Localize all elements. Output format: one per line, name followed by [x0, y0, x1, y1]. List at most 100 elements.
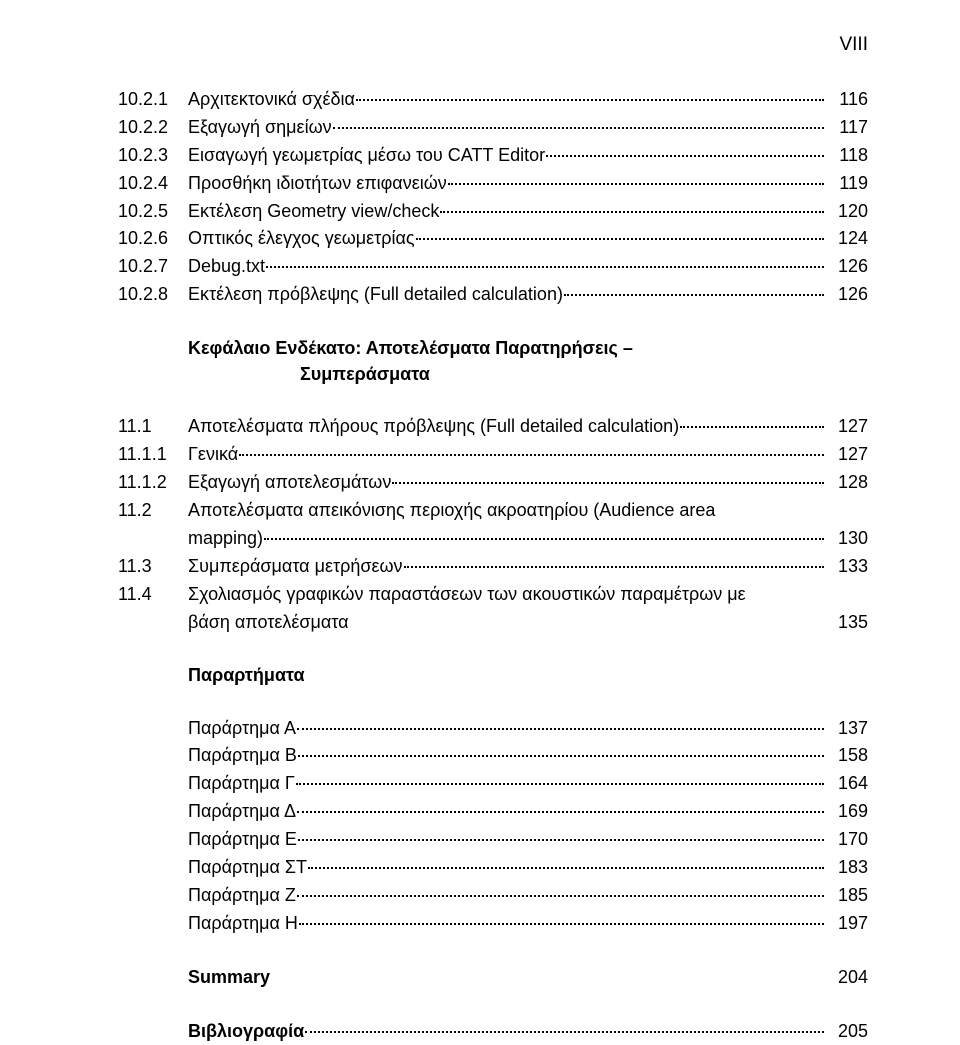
toc-label: Παράρτημα Α	[188, 715, 296, 743]
toc-row: 10.2.2 Εξαγωγή σημείων 117	[118, 114, 868, 142]
toc-label-cont: mapping)	[188, 525, 263, 553]
toc-number: 10.2.2	[118, 114, 188, 142]
toc-row: 10.2.8 Εκτέλεση πρόβλεψης (Full detailed…	[118, 281, 868, 309]
toc-page: 127	[828, 441, 868, 469]
toc-page: 158	[828, 742, 868, 770]
toc-number: 11.2	[118, 497, 188, 525]
toc-row: 10.2.1 Αρχιτεκτονικά σχέδια 116	[118, 86, 868, 114]
toc-label: Παράρτημα Η	[188, 910, 298, 938]
toc-number: 10.2.6	[118, 225, 188, 253]
leader-dots-light	[350, 623, 824, 624]
toc-label: Προσθήκη ιδιοτήτων επιφανειών	[188, 170, 447, 198]
leader-dots	[266, 266, 824, 268]
toc-number: 10.2.3	[118, 142, 188, 170]
toc-row: 10.2.6 Οπτικός έλεγχος γεωμετρίας 124	[118, 225, 868, 253]
toc-row: 11.1 Αποτελέσματα πλήρους πρόβλεψης (Ful…	[118, 413, 868, 441]
leader-dots	[296, 783, 824, 785]
toc-number: 11.1	[118, 413, 188, 441]
toc-row: Παράρτημα Ζ 185	[118, 882, 868, 910]
leader-dots	[297, 811, 824, 813]
leader-dots-light	[271, 978, 824, 979]
toc-label: Εκτέλεση Geometry view/check	[188, 198, 439, 226]
page-number-header: VIII	[118, 34, 868, 56]
leader-dots	[297, 728, 824, 730]
toc-number: 10.2.7	[118, 253, 188, 281]
toc-row-cont: βάση αποτελέσματα 135	[118, 609, 868, 637]
toc-row: 11.1.2 Εξαγωγή αποτελεσμάτων 128	[118, 469, 868, 497]
toc-row: Παράρτημα Η 197	[118, 910, 868, 938]
leader-dots	[305, 1031, 824, 1033]
toc-row: 11.4 Σχολιασμός γραφικών παραστάσεων των…	[118, 581, 868, 609]
toc-label: Παράρτημα ΣΤ	[188, 854, 307, 882]
toc-label: Παράρτημα Ε	[188, 826, 297, 854]
leader-dots	[404, 566, 824, 568]
toc-label: Αποτελέσματα πλήρους πρόβλεψης (Full det…	[188, 413, 679, 441]
toc-row: Παράρτημα Γ 164	[118, 770, 868, 798]
toc-label: Σχολιασμός γραφικών παραστάσεων των ακου…	[188, 581, 746, 609]
toc-row: 11.2 Αποτελέσματα απεικόνισης περιοχής α…	[118, 497, 868, 525]
toc-page: 126	[828, 253, 868, 281]
toc-label: Debug.txt	[188, 253, 265, 281]
toc-row-summary: Summary 204	[118, 964, 868, 992]
leader-dots	[564, 294, 824, 296]
leader-dots	[264, 538, 824, 540]
toc-label: Εκτέλεση πρόβλεψης (Full detailed calcul…	[188, 281, 563, 309]
toc-number: 10.2.1	[118, 86, 188, 114]
toc-page: 164	[828, 770, 868, 798]
toc-row-cont: mapping) 130	[118, 525, 868, 553]
toc-label: Παράρτημα Γ	[188, 770, 295, 798]
toc-label: Παράρτημα Β	[188, 742, 297, 770]
toc-row: 10.2.5 Εκτέλεση Geometry view/check 120	[118, 198, 868, 226]
chapter-heading: Κεφάλαιο Ενδέκατο: Αποτελέσματα Παρατηρή…	[188, 335, 868, 387]
leader-dots	[333, 127, 824, 129]
toc-row: 11.1.1 Γενικά 127	[118, 441, 868, 469]
toc-page: 133	[828, 553, 868, 581]
toc-row: Παράρτημα ΣΤ 183	[118, 854, 868, 882]
toc-row: 10.2.4 Προσθήκη ιδιοτήτων επιφανειών 119	[118, 170, 868, 198]
toc-row: Παράρτημα Α 137	[118, 715, 868, 743]
toc-number: 11.1.1	[118, 441, 188, 469]
leader-dots	[298, 755, 824, 757]
toc-page: 137	[828, 715, 868, 743]
toc-row: Παράρτημα Δ 169	[118, 798, 868, 826]
toc-row: 11.3 Συμπεράσματα μετρήσεων 133	[118, 553, 868, 581]
toc-label: Αποτελέσματα απεικόνισης περιοχής ακροατ…	[188, 497, 715, 525]
toc-label: Γενικά	[188, 441, 238, 469]
toc-label: Εξαγωγή σημείων	[188, 114, 332, 142]
toc-page: 126	[828, 281, 868, 309]
leader-dots	[299, 923, 824, 925]
toc-page: 130	[828, 525, 868, 553]
toc-page: 120	[828, 198, 868, 226]
toc-number: 11.3	[118, 553, 188, 581]
leader-dots	[440, 211, 824, 213]
toc-page: 128	[828, 469, 868, 497]
leader-dots	[297, 895, 824, 897]
toc-number: 10.2.8	[118, 281, 188, 309]
leader-dots	[416, 238, 824, 240]
leader-dots	[356, 99, 824, 101]
toc-row: 10.2.7 Debug.txt 126	[118, 253, 868, 281]
toc-number: 10.2.4	[118, 170, 188, 198]
toc-label-cont: βάση αποτελέσματα	[188, 609, 349, 637]
toc-page: 116	[828, 86, 868, 114]
toc-page: 169	[828, 798, 868, 826]
summary-label: Summary	[188, 964, 270, 992]
leader-dots	[298, 839, 824, 841]
toc-label: Εισαγωγή γεωμετρίας μέσω του CATT Editor	[188, 142, 545, 170]
appendices-heading: Παραρτήματα	[188, 662, 868, 688]
leader-dots	[308, 867, 824, 869]
toc-label: Οπτικός έλεγχος γεωμετρίας	[188, 225, 415, 253]
toc-number: 10.2.5	[118, 198, 188, 226]
toc-page: 135	[828, 609, 868, 637]
toc-label: Συμπεράσματα μετρήσεων	[188, 553, 403, 581]
toc-row: Παράρτημα Ε 170	[118, 826, 868, 854]
toc-page: 118	[828, 142, 868, 170]
chapter-heading-line1: Κεφάλαιο Ενδέκατο: Αποτελέσματα Παρατηρή…	[188, 338, 633, 358]
toc-page: 124	[828, 225, 868, 253]
leader-dots	[239, 454, 824, 456]
toc-page: 185	[828, 882, 868, 910]
toc-number: 11.1.2	[118, 469, 188, 497]
toc-page: 183	[828, 854, 868, 882]
toc-page: 127	[828, 413, 868, 441]
leader-dots	[546, 155, 824, 157]
